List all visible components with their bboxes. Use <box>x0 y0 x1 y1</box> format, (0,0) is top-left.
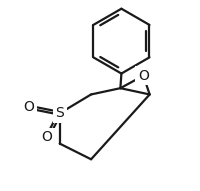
Text: S: S <box>55 106 64 120</box>
Text: O: O <box>23 100 34 114</box>
Text: O: O <box>42 130 52 144</box>
Text: O: O <box>137 69 148 83</box>
